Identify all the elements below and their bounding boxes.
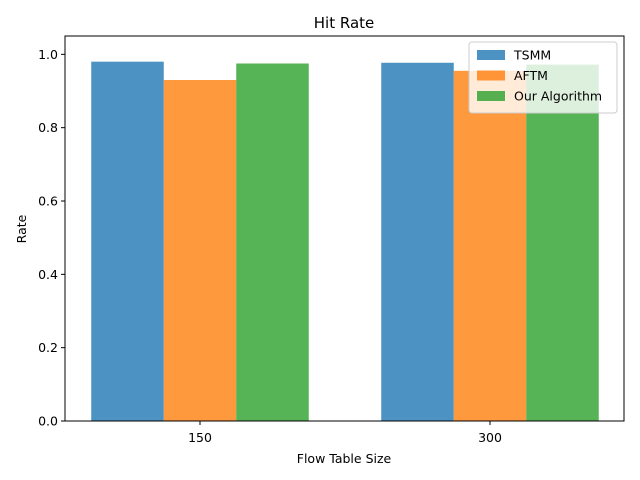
legend-swatch-aftm: [477, 70, 505, 81]
x-tick-label: 300: [478, 430, 502, 445]
bar-tsmm-300: [381, 62, 454, 422]
bar-our-algorithm-150: [236, 63, 309, 421]
legend-swatch-tsmm: [477, 50, 505, 60]
x-tick-label: 150: [188, 430, 212, 445]
x-axis-label: Flow Table Size: [297, 451, 392, 466]
bar-aftm-300: [453, 70, 527, 421]
legend-box: [468, 41, 618, 114]
bar-our-algorithm-300: [526, 64, 599, 421]
legend-label: AFTM: [514, 68, 548, 83]
x-axis: 150 300: [188, 421, 502, 445]
y-tick-label: 0.6: [38, 194, 58, 209]
y-axis-label: Rate: [14, 214, 29, 243]
bar-tsmm-150: [91, 61, 164, 422]
y-tick-label: 0.4: [38, 267, 58, 282]
legend: TSMM AFTM Our Algorithm: [468, 41, 618, 114]
plot-frame: [64, 35, 625, 422]
legend-label: TSMM: [513, 48, 551, 63]
bars-layer: [91, 61, 599, 422]
legend-label: Our Algorithm: [514, 89, 602, 104]
y-tick-label: 0.2: [38, 340, 58, 355]
y-tick-label: 0.0: [38, 414, 58, 429]
y-axis: 0.0 0.2 0.4 0.6 0.8 1.0: [38, 47, 65, 429]
chart-title: Hit Rate: [314, 14, 375, 32]
y-tick-label: 0.8: [38, 120, 58, 135]
bar-aftm-150: [163, 80, 237, 421]
y-tick-label: 1.0: [38, 47, 58, 62]
legend-swatch-our-algorithm: [477, 91, 505, 101]
